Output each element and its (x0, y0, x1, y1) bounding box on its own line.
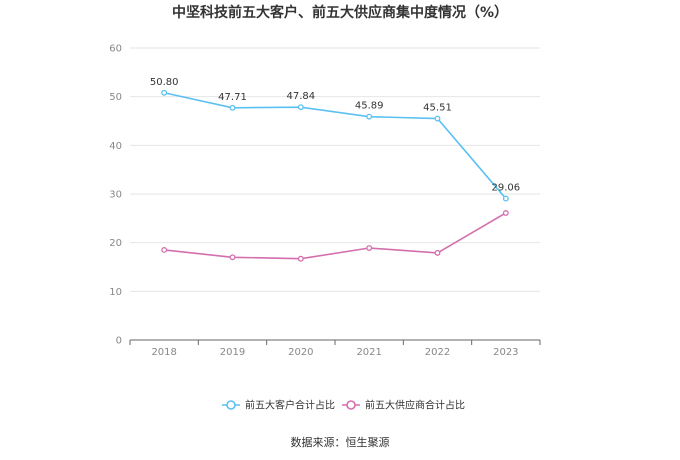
data-point[interactable] (502, 195, 509, 202)
data-label: 45.51 (423, 103, 452, 114)
data-point[interactable] (297, 255, 304, 262)
data-point[interactable] (161, 247, 168, 253)
y-tick-label: 60 (109, 44, 122, 55)
y-tick-label: 30 (109, 190, 122, 201)
data-label: 47.71 (218, 92, 247, 103)
y-tick-label: 40 (109, 141, 122, 152)
legend-label[interactable]: 前五大供应商合计占比 (365, 399, 465, 412)
data-point[interactable] (434, 249, 441, 256)
y-tick-label: 20 (109, 238, 122, 249)
data-point[interactable] (366, 113, 373, 120)
data-point[interactable] (297, 104, 304, 111)
x-tick-label: 2022 (425, 347, 450, 358)
data-point[interactable] (229, 254, 236, 261)
x-tick-label: 2021 (356, 347, 381, 358)
series-line-1 (164, 212, 507, 260)
data-source: 数据来源：恒生聚源 (291, 435, 390, 449)
data-label: 50.80 (150, 77, 179, 88)
series-line-0 (163, 91, 507, 200)
gridlines (130, 47, 540, 292)
x-tick-label: 2023 (493, 347, 518, 358)
data-point[interactable] (366, 245, 373, 251)
data-point[interactable] (229, 104, 236, 111)
data-point[interactable] (502, 210, 509, 216)
data-label: 45.89 (355, 101, 384, 112)
series-group: 50.80 47.71 47.84 45.89 45.51 29.06 (150, 77, 521, 262)
legend-label[interactable]: 前五大客户合计占比 (245, 399, 335, 412)
x-tick-label: 2019 (220, 347, 245, 358)
legend[interactable]: 前五大客户合计占比 前五大供应商合计占比 (222, 399, 465, 412)
x-axis: 2018 2019 2020 2021 2022 2023 (129, 339, 541, 358)
chart-title: 中坚科技前五大客户、前五大供应商集中度情况（%） (172, 4, 508, 21)
data-label: 47.84 (287, 91, 316, 102)
y-tick-label: 0 (116, 336, 122, 347)
data-point[interactable] (161, 89, 168, 96)
x-tick-label: 2018 (151, 347, 176, 358)
legend-marker[interactable] (346, 400, 356, 410)
x-tick-label: 2020 (288, 347, 313, 358)
data-label: 29.06 (492, 183, 521, 194)
y-axis: 0 10 20 30 40 50 60 (109, 44, 122, 347)
y-tick-label: 50 (109, 92, 122, 103)
data-point[interactable] (434, 115, 441, 122)
legend-marker[interactable] (226, 400, 236, 410)
y-tick-label: 10 (109, 287, 122, 298)
